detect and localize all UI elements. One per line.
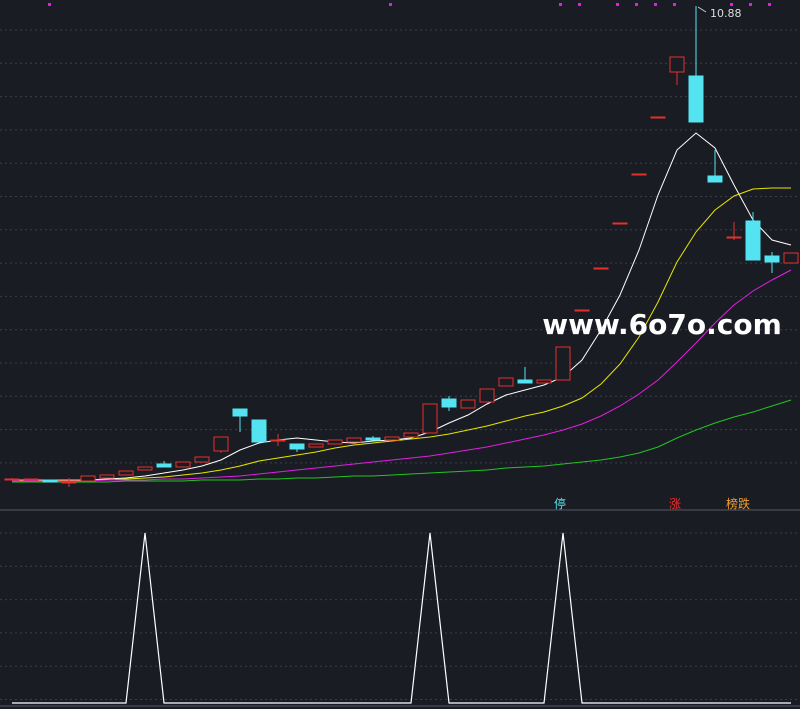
candle-body [42,479,58,483]
candle-body [346,437,362,443]
candle-body [650,116,666,119]
candle-body [422,403,438,434]
candle-body [460,399,476,409]
candle-body [80,475,96,482]
candle-body [156,463,172,468]
candle-body [498,377,514,387]
candle-body [764,255,780,263]
candle-body [384,436,400,441]
moving-average [12,399,792,483]
candle-body [61,481,77,484]
candle-body [251,419,267,443]
candle-body [479,388,495,403]
candle-body [308,443,324,448]
candle-body [745,220,761,261]
candle-body [403,432,419,438]
candle-body [23,478,39,481]
candle-body [270,439,286,442]
candle-body [213,436,229,452]
candle-body [631,173,647,176]
candle-body [783,252,799,264]
annotation-arrow [697,6,707,13]
moving-average [12,132,792,482]
candle-body [593,267,609,270]
candle-body [574,309,590,312]
candle-body [726,236,742,239]
candle-body [612,222,628,225]
candle-body [555,346,571,381]
candle-body [232,408,248,417]
pink-dots [48,3,771,6]
candle-body [365,437,381,441]
candle-body [669,56,685,73]
candle-body [327,439,343,445]
signal-label: 停 [554,496,566,511]
watermark: www.6o7o.com [542,308,782,341]
candle-body [175,461,191,468]
candle-body [289,443,305,450]
candle-body [118,470,134,476]
candle-body [194,456,210,463]
candle-body [441,398,457,408]
candle-body [137,466,153,471]
signal-label: 榜跌 [726,496,750,511]
candle-body [536,379,552,384]
candle-body [99,474,115,479]
candle-body [688,75,704,123]
candle-body [517,379,533,384]
moving-average [12,269,792,482]
decor [0,3,800,707]
candle-body [707,175,723,183]
moving-average [12,187,791,481]
candle-body [4,478,20,481]
indicator-line [12,532,791,704]
annotation: 10.88 [710,7,742,20]
signal-label: 涨 [669,496,681,511]
